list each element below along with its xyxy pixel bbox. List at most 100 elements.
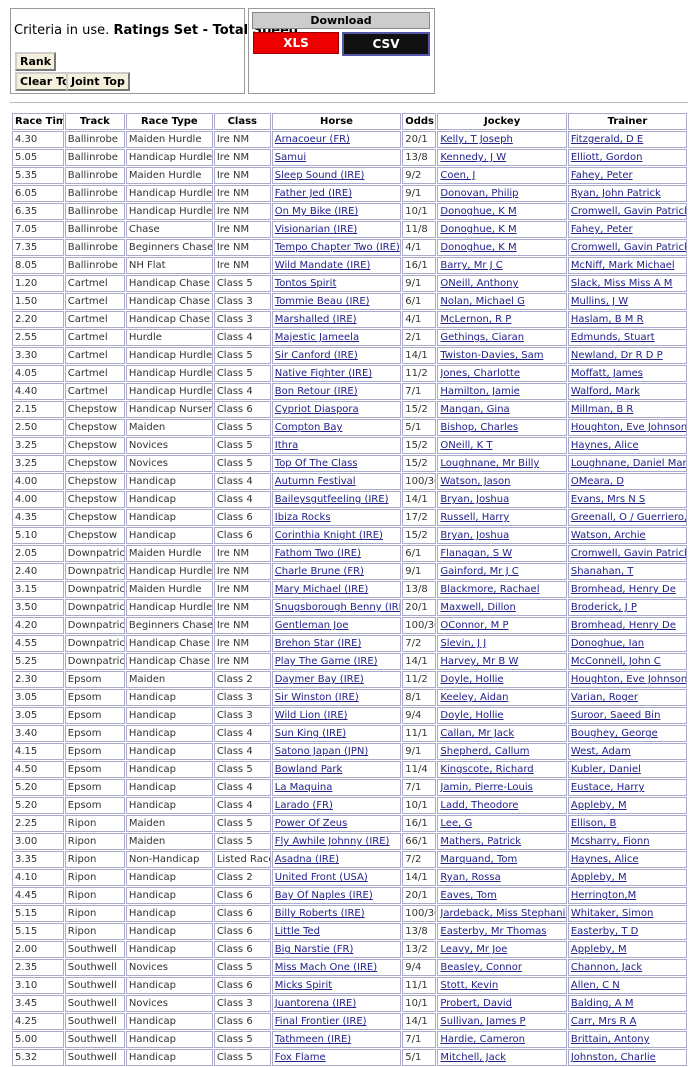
- link-cell[interactable]: Fly Awhile Johnny (IRE): [271, 833, 402, 850]
- link-cell[interactable]: Shepherd, Callum: [437, 743, 567, 760]
- link-cell[interactable]: OConnor, M P: [437, 617, 567, 634]
- link-cell[interactable]: Kubler, Daniel: [567, 761, 687, 778]
- link-cell[interactable]: Bromhead, Henry De: [567, 617, 687, 634]
- link-cell[interactable]: Watson, Archie: [567, 527, 687, 544]
- link-cell[interactable]: Elliott, Gordon: [567, 149, 687, 166]
- link-cell[interactable]: ONeill, K T: [437, 437, 567, 454]
- link-cell[interactable]: Lee, G: [437, 815, 567, 832]
- link-cell[interactable]: Visionarian (IRE): [271, 221, 402, 238]
- link-cell[interactable]: Varian, Roger: [567, 689, 687, 706]
- link-cell[interactable]: Corinthia Knight (IRE): [271, 527, 402, 544]
- link-cell[interactable]: Hardie, Cameron: [437, 1031, 567, 1048]
- link-cell[interactable]: Big Narstie (FR): [271, 941, 402, 958]
- link-cell[interactable]: Channon, Jack: [567, 959, 687, 976]
- link-cell[interactable]: Tempo Chapter Two (IRE): [271, 239, 402, 256]
- link-cell[interactable]: Moffatt, James: [567, 365, 687, 382]
- link-cell[interactable]: Blackmore, Rachael: [437, 581, 567, 598]
- link-cell[interactable]: Balding, A M: [567, 995, 687, 1012]
- link-cell[interactable]: McNiff, Mark Michael: [567, 257, 687, 274]
- link-cell[interactable]: Play The Game (IRE): [271, 653, 402, 670]
- link-cell[interactable]: Majestic Jameela: [271, 329, 402, 346]
- link-cell[interactable]: Sun King (IRE): [271, 725, 402, 742]
- link-cell[interactable]: Donoghue, Ian: [567, 635, 687, 652]
- link-cell[interactable]: Asadna (IRE): [271, 851, 402, 868]
- link-cell[interactable]: Bowland Park: [271, 761, 402, 778]
- link-cell[interactable]: Mitchell, Jack: [437, 1049, 567, 1066]
- link-cell[interactable]: OMeara, D: [567, 473, 687, 490]
- link-cell[interactable]: Callan, Mr Jack: [437, 725, 567, 742]
- link-cell[interactable]: Stott, Kevin: [437, 977, 567, 994]
- link-cell[interactable]: Millman, B R: [567, 401, 687, 418]
- link-cell[interactable]: Jardeback, Miss Stephanie: [437, 905, 567, 922]
- link-cell[interactable]: Ladd, Theodore: [437, 797, 567, 814]
- link-cell[interactable]: Whitaker, Simon: [567, 905, 687, 922]
- link-cell[interactable]: Russell, Harry: [437, 509, 567, 526]
- link-cell[interactable]: Appleby, M: [567, 941, 687, 958]
- link-cell[interactable]: Bon Retour (IRE): [271, 383, 402, 400]
- link-cell[interactable]: Micks Spirit: [271, 977, 402, 994]
- link-cell[interactable]: ONeill, Anthony: [437, 275, 567, 292]
- link-cell[interactable]: Bryan, Joshua: [437, 491, 567, 508]
- link-cell[interactable]: Slack, Miss Miss A M: [567, 275, 687, 292]
- link-cell[interactable]: Ithra: [271, 437, 402, 454]
- joint-top-button[interactable]: Joint Top: [66, 72, 130, 91]
- link-cell[interactable]: Eaves, Tom: [437, 887, 567, 904]
- link-cell[interactable]: Loughnane, Mr Billy: [437, 455, 567, 472]
- link-cell[interactable]: Twiston-Davies, Sam: [437, 347, 567, 364]
- link-cell[interactable]: Cromwell, Gavin Patrick: [567, 239, 687, 256]
- link-cell[interactable]: Mathers, Patrick: [437, 833, 567, 850]
- link-cell[interactable]: Final Frontier (IRE): [271, 1013, 402, 1030]
- link-cell[interactable]: Johnston, Charlie: [567, 1049, 687, 1066]
- link-cell[interactable]: Brittain, Antony: [567, 1031, 687, 1048]
- link-cell[interactable]: Mullins, J W: [567, 293, 687, 310]
- link-cell[interactable]: Snugsborough Benny (IRE): [271, 599, 402, 616]
- link-cell[interactable]: Charle Brune (FR): [271, 563, 402, 580]
- link-cell[interactable]: La Maquina: [271, 779, 402, 796]
- link-cell[interactable]: Sullivan, James P: [437, 1013, 567, 1030]
- link-cell[interactable]: Edmunds, Stuart: [567, 329, 687, 346]
- link-cell[interactable]: Allen, C N: [567, 977, 687, 994]
- link-cell[interactable]: Wild Lion (IRE): [271, 707, 402, 724]
- link-cell[interactable]: Billy Roberts (IRE): [271, 905, 402, 922]
- link-cell[interactable]: Haynes, Alice: [567, 851, 687, 868]
- link-cell[interactable]: Sleep Sound (IRE): [271, 167, 402, 184]
- link-cell[interactable]: Doyle, Hollie: [437, 707, 567, 724]
- link-cell[interactable]: Bromhead, Henry De: [567, 581, 687, 598]
- link-cell[interactable]: Juantorena (IRE): [271, 995, 402, 1012]
- link-cell[interactable]: Bay Of Naples (IRE): [271, 887, 402, 904]
- link-cell[interactable]: Greenall, O / Guerriero, J: [567, 509, 687, 526]
- link-cell[interactable]: Ellison, B: [567, 815, 687, 832]
- link-cell[interactable]: Leavy, Mr Joe: [437, 941, 567, 958]
- link-cell[interactable]: Nolan, Michael G: [437, 293, 567, 310]
- link-cell[interactable]: United Front (USA): [271, 869, 402, 886]
- link-cell[interactable]: Newland, Dr R D P: [567, 347, 687, 364]
- link-cell[interactable]: Little Ted: [271, 923, 402, 940]
- link-cell[interactable]: Harvey, Mr B W: [437, 653, 567, 670]
- link-cell[interactable]: Haynes, Alice: [567, 437, 687, 454]
- link-cell[interactable]: Slevin, J J: [437, 635, 567, 652]
- link-cell[interactable]: Marshalled (IRE): [271, 311, 402, 328]
- link-cell[interactable]: Native Fighter (IRE): [271, 365, 402, 382]
- link-cell[interactable]: Houghton, Eve Johnson: [567, 419, 687, 436]
- link-cell[interactable]: Donoghue, K M: [437, 221, 567, 238]
- link-cell[interactable]: Mcsharry, Fionn: [567, 833, 687, 850]
- link-cell[interactable]: Gethings, Ciaran: [437, 329, 567, 346]
- link-cell[interactable]: Loughnane, Daniel Mark: [567, 455, 687, 472]
- link-cell[interactable]: Haslam, B M R: [567, 311, 687, 328]
- rank-button[interactable]: Rank: [15, 52, 57, 71]
- link-cell[interactable]: Marquand, Tom: [437, 851, 567, 868]
- link-cell[interactable]: Wild Mandate (IRE): [271, 257, 402, 274]
- link-cell[interactable]: Suroor, Saeed Bin: [567, 707, 687, 724]
- link-cell[interactable]: Father Jed (IRE): [271, 185, 402, 202]
- link-cell[interactable]: Walford, Mark: [567, 383, 687, 400]
- link-cell[interactable]: Broderick, J P: [567, 599, 687, 616]
- link-cell[interactable]: Bryan, Joshua: [437, 527, 567, 544]
- link-cell[interactable]: Carr, Mrs R A: [567, 1013, 687, 1030]
- link-cell[interactable]: Herrington,M: [567, 887, 687, 904]
- link-cell[interactable]: Samui: [271, 149, 402, 166]
- link-cell[interactable]: Kennedy, J W: [437, 149, 567, 166]
- link-cell[interactable]: Flanagan, S W: [437, 545, 567, 562]
- link-cell[interactable]: Easterby, T D: [567, 923, 687, 940]
- link-cell[interactable]: Cromwell, Gavin Patrick: [567, 545, 687, 562]
- link-cell[interactable]: Satono Japan (JPN): [271, 743, 402, 760]
